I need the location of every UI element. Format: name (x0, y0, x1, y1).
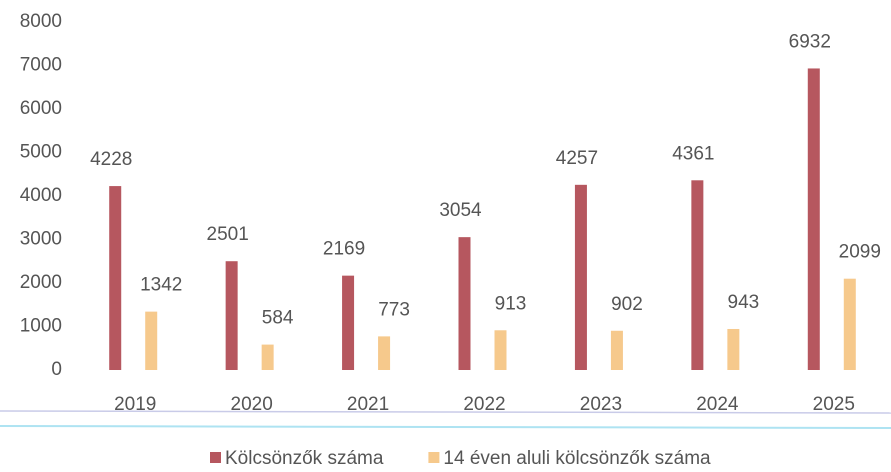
bar (261, 344, 274, 370)
y-tick-label: 7000 (20, 55, 62, 76)
bar (378, 336, 391, 370)
x-tick-label: 2023 (580, 394, 622, 415)
bar (610, 330, 623, 370)
bar (843, 278, 856, 370)
data-label: 4257 (556, 148, 598, 169)
x-tick-label: 2021 (347, 394, 389, 415)
bar (225, 261, 238, 370)
data-label: 3054 (439, 200, 482, 221)
data-label: 943 (728, 292, 760, 313)
x-tick-label: 2019 (114, 394, 156, 415)
axis-line (0, 410, 891, 414)
x-tick-label: 2022 (463, 394, 505, 415)
y-tick-label: 5000 (20, 142, 62, 163)
legend-swatch (210, 452, 221, 463)
data-label: 773 (378, 299, 410, 320)
data-label: 4228 (90, 149, 132, 170)
bar (342, 275, 355, 370)
data-label: 1342 (140, 275, 182, 296)
legend-label: Kölcsönzők száma (225, 448, 384, 469)
y-tick-label: 0 (51, 359, 62, 380)
y-tick-label: 3000 (20, 229, 62, 250)
y-tick-label: 6000 (20, 98, 62, 119)
data-label: 584 (262, 308, 294, 329)
data-label: 2501 (207, 224, 249, 245)
data-label: 6932 (789, 31, 831, 52)
bar (109, 186, 122, 370)
legend-label: 14 éven aluli kölcsönzők száma (443, 448, 711, 469)
data-label: 913 (495, 293, 527, 314)
legend-swatch (428, 452, 440, 463)
bar (574, 184, 587, 370)
data-label: 902 (611, 294, 643, 315)
data-label: 2169 (323, 239, 365, 260)
bar (494, 330, 507, 370)
y-tick-label: 1000 (20, 316, 62, 337)
bar (458, 237, 471, 370)
y-tick-label: 8000 (20, 11, 62, 32)
x-tick-label: 2025 (813, 394, 855, 415)
y-tick-label: 4000 (20, 185, 62, 206)
x-tick-label: 2024 (696, 394, 739, 415)
bar (727, 328, 740, 370)
bar (691, 180, 704, 370)
x-tick-label: 2020 (231, 394, 273, 415)
bar (807, 68, 820, 370)
data-label: 2099 (839, 242, 881, 263)
data-label: 4361 (672, 143, 714, 164)
bar (145, 311, 158, 370)
border-line (0, 425, 891, 429)
y-tick-label: 2000 (20, 272, 62, 293)
